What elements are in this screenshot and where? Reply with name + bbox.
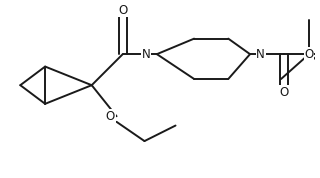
Text: O: O	[118, 4, 127, 17]
Text: O: O	[106, 110, 115, 123]
Text: N: N	[142, 48, 151, 61]
Text: O: O	[304, 48, 314, 61]
Text: N: N	[256, 48, 265, 61]
Text: O: O	[280, 85, 289, 99]
